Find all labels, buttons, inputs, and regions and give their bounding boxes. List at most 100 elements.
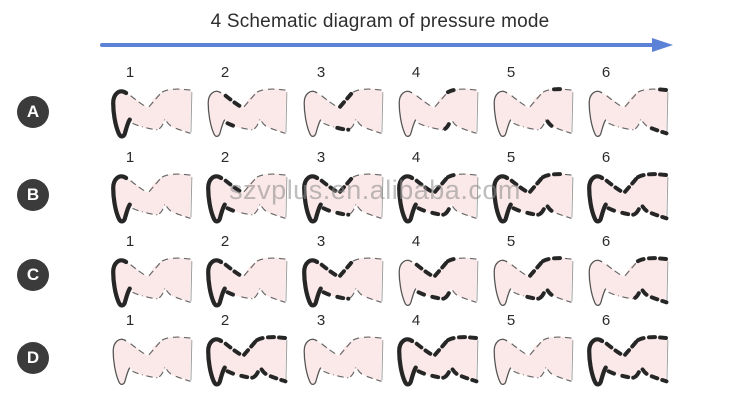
cell-c-step-1: 1 (104, 233, 196, 317)
chamber-lower-thigh (166, 121, 174, 128)
thigh-edge-line (190, 92, 193, 133)
leg-schematic (303, 336, 384, 385)
row-label-a: A (17, 96, 49, 128)
step-number: 3 (316, 312, 326, 329)
chamber-knee (352, 258, 362, 262)
row-label-d: D (17, 342, 49, 374)
thigh-edge-line (285, 261, 288, 302)
cell-a-step-2: 2 (199, 64, 291, 148)
chamber-calf-pressurized (433, 339, 449, 357)
chamber-ankle-pressurized (509, 178, 528, 193)
chamber-lower-thigh-pressurized (640, 367, 651, 378)
chamber-ankle-pressurized (319, 262, 338, 277)
chamber-upper-thigh (374, 336, 384, 339)
step-number: 5 (506, 233, 516, 250)
chamber-lower-thigh (261, 290, 269, 297)
chamber-lower-thigh-pressurized (640, 288, 651, 299)
chamber-calf (432, 127, 444, 131)
leg-schematic (206, 173, 288, 224)
chamber-lower-thigh-pressurized (545, 119, 556, 130)
chamber-knee (349, 288, 357, 299)
chamber-upper-thigh (556, 127, 572, 134)
chamber-upper-thigh (183, 88, 193, 91)
step-number: 4 (411, 64, 421, 81)
chamber-ankle-pressurized (225, 369, 240, 377)
chamber-foot (493, 259, 512, 306)
cell-a-step-3: 3 (295, 64, 387, 148)
cell-c-step-4: 4 (390, 233, 482, 317)
chamber-calf (241, 296, 253, 300)
chamber-ankle-pressurized (604, 341, 623, 356)
chamber-knee-pressurized (633, 286, 643, 300)
chamber-calf-pressurized (528, 176, 544, 194)
chamber-calf-pressurized (242, 339, 258, 357)
cell-a-step-1: 1 (104, 64, 196, 148)
cell-c-step-6: 6 (580, 233, 672, 317)
chamber-ankle-pressurized (223, 178, 242, 193)
chamber-lower-thigh (166, 206, 174, 213)
chamber-calf (146, 375, 158, 379)
thigh-edge-line (190, 340, 193, 381)
chamber-ankle (608, 291, 619, 297)
chamber-foot-pressurized (397, 174, 418, 224)
step-number: 6 (601, 64, 611, 81)
chamber-ankle (606, 264, 621, 276)
chamber-upper-thigh (556, 212, 572, 219)
chamber-knee (539, 367, 547, 378)
leg-schematic (493, 87, 574, 137)
chamber-knee-pressurized (445, 335, 459, 343)
chamber-knee (256, 174, 266, 178)
thigh-edge-line (571, 261, 574, 302)
chamber-knee (349, 367, 357, 378)
chamber-ankle (513, 370, 524, 376)
thigh-edge-line (666, 92, 669, 133)
leg-schematic (112, 336, 193, 385)
chamber-upper-thigh (366, 212, 382, 219)
chamber-ankle (130, 343, 145, 355)
step-number: 3 (316, 149, 326, 166)
chamber-knee-pressurized (540, 256, 554, 264)
thigh-edge-line (666, 177, 669, 218)
chamber-ankle (511, 343, 526, 355)
chamber-foot-pressurized (206, 258, 227, 308)
thigh-edge-line (571, 177, 574, 218)
chamber-lower-thigh-pressurized (259, 367, 270, 378)
chamber-upper-thigh (366, 127, 382, 134)
chamber-knee-pressurized (635, 256, 649, 264)
chamber-ankle (130, 95, 145, 107)
chamber-calf (243, 178, 256, 193)
chamber-knee-pressurized (540, 172, 554, 180)
chamber-upper-thigh-pressurized (468, 335, 481, 341)
cell-b-step-1: 1 (104, 149, 196, 233)
chamber-calf (148, 262, 161, 277)
chamber-foot (588, 90, 607, 137)
chamber-upper-thigh-pressurized (658, 87, 671, 93)
chamber-foot-pressurized (206, 337, 227, 387)
cell-b-step-5: 5 (485, 149, 577, 233)
leg-fill (208, 173, 287, 222)
chamber-calf (527, 375, 539, 379)
chamber-ankle (132, 370, 143, 376)
chamber-knee-pressurized (538, 286, 548, 300)
leg-fill (304, 88, 383, 137)
chamber-ankle (130, 180, 145, 192)
chamber-calf-pressurized (528, 260, 544, 278)
thigh-edge-line (476, 92, 479, 133)
leg-schematic (302, 257, 384, 308)
chamber-upper-thigh-pressurized (277, 335, 290, 341)
chamber-upper-thigh (270, 212, 286, 219)
chamber-upper-thigh-pressurized (268, 374, 288, 384)
thigh-edge-line (666, 340, 669, 381)
leg-fill (304, 336, 383, 385)
chamber-lower-thigh (452, 121, 460, 128)
cell-c-step-3: 3 (295, 233, 387, 317)
chamber-calf (624, 262, 637, 277)
chamber-upper-thigh (175, 127, 191, 134)
step-number: 1 (125, 64, 135, 81)
chamber-calf-pressurized (620, 210, 636, 217)
chamber-ankle-pressurized (321, 206, 336, 214)
chamber-knee-pressurized (443, 286, 453, 300)
leg-fill (304, 173, 383, 222)
chamber-calf-pressurized (338, 260, 354, 278)
